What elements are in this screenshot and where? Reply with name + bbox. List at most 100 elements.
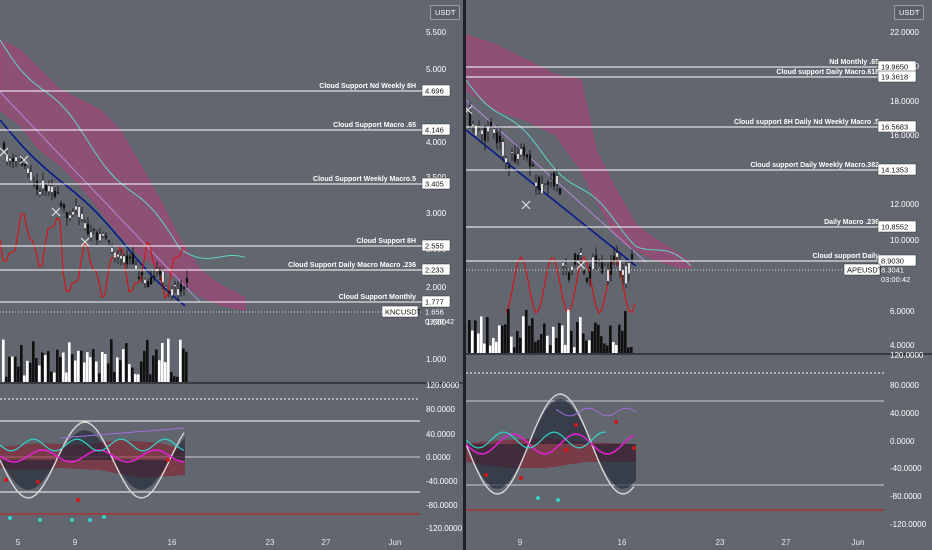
candlestick-series xyxy=(468,101,634,289)
candle-body xyxy=(176,288,180,296)
candle-body xyxy=(489,121,493,127)
volume-bar xyxy=(2,339,5,382)
moving-average-line xyxy=(0,39,246,260)
last-price: 1.656 xyxy=(425,308,444,317)
volume-bar xyxy=(23,375,26,382)
volume-bar xyxy=(8,356,11,382)
support-level-label: Cloud support 8H Daily Nd Weekly Macro .… xyxy=(734,119,879,126)
price-tag-value: 2.233 xyxy=(425,266,444,275)
volume-bar xyxy=(95,361,98,382)
price-tag-box xyxy=(421,177,451,190)
candle-body xyxy=(44,183,48,191)
volume-bar xyxy=(44,355,47,382)
candle-body xyxy=(486,126,490,132)
support-level-label: Cloud Support Nd Weekly 8H xyxy=(319,83,416,90)
volume-bar xyxy=(576,321,579,353)
volume-bar xyxy=(516,330,519,353)
volume-bar xyxy=(486,317,489,353)
volume-bar xyxy=(170,372,173,382)
volume-bar xyxy=(173,376,176,382)
volume-bar xyxy=(146,339,149,382)
support-level-label: Cloud Support Monthly xyxy=(339,294,416,301)
symbol-tag-box xyxy=(381,305,419,318)
symbol-name: KNCUSDT xyxy=(385,308,422,317)
volume-bar xyxy=(624,311,627,353)
oscillator-signal-dot xyxy=(564,448,568,452)
candle-body xyxy=(173,284,177,287)
volume-bar xyxy=(77,350,80,382)
candle-body xyxy=(152,275,156,279)
candle-body xyxy=(77,206,81,218)
volume-bar xyxy=(56,349,59,382)
signal-cross-marker xyxy=(51,207,61,217)
candle-body xyxy=(600,262,604,273)
candle-body xyxy=(143,279,147,284)
signal-cross-marker xyxy=(19,155,29,165)
right-chart-pane[interactable]: 22.000020.000018.000016.000012.000010.00… xyxy=(466,0,932,550)
currency-badge[interactable]: USDT xyxy=(430,5,461,20)
price-tag-value: 4.696 xyxy=(425,87,444,96)
candle-body xyxy=(555,175,559,185)
candle-body xyxy=(594,255,598,264)
ichimoku-cloud xyxy=(466,34,692,269)
signal-cross-marker xyxy=(466,105,473,115)
support-level-label: Cloud Support Macro .65 xyxy=(333,122,416,129)
candle-body xyxy=(513,154,517,162)
candle-body xyxy=(2,142,6,150)
volume-bar xyxy=(588,340,591,353)
volume-bar xyxy=(140,361,143,382)
volume-bar xyxy=(104,354,107,382)
countdown-timer: 03:00:42 xyxy=(881,275,910,284)
volume-bar xyxy=(122,349,125,382)
candle-body xyxy=(609,261,613,275)
currency-badge[interactable]: USDT xyxy=(894,5,925,20)
volume-bar xyxy=(158,360,161,382)
support-level-label: Daily Macro .236 xyxy=(824,219,879,226)
volume-bar xyxy=(570,330,573,353)
candle-body xyxy=(119,255,123,259)
pane-divider[interactable] xyxy=(463,0,466,550)
oscillator-scale-label: -40.0000 xyxy=(890,464,922,473)
volume-bar xyxy=(498,325,501,353)
candle-body xyxy=(624,265,628,285)
candle-body xyxy=(549,180,553,182)
candle-body xyxy=(585,277,589,282)
price-scale-label: 10.0000 xyxy=(890,236,919,245)
oscillator-wave-line xyxy=(466,393,635,495)
volume-series xyxy=(2,338,188,382)
candle-body xyxy=(504,157,508,163)
countdown-timer: 03:00:42 xyxy=(425,317,454,326)
volume-bar xyxy=(143,350,146,382)
candle-body xyxy=(170,288,174,296)
oscillator-signal-dot xyxy=(102,515,106,519)
oscillator-scale-label: -120.0000 xyxy=(890,520,927,529)
oscillator-signal-dot xyxy=(8,516,12,520)
candle-body xyxy=(182,286,186,289)
volume-bar xyxy=(471,330,474,353)
price-scale-label: 22.0000 xyxy=(890,28,919,37)
volume-bar xyxy=(483,343,486,353)
left-chart-canvas[interactable]: 5.5005.0004.0003.5003.0002.5002.0001.500… xyxy=(0,0,463,550)
volume-bar xyxy=(47,351,50,382)
oscillator-magenta-line xyxy=(466,433,635,455)
candle-body xyxy=(83,222,87,229)
volume-bar xyxy=(83,362,86,382)
volume-bar xyxy=(53,372,56,382)
volume-bar xyxy=(176,376,179,382)
price-scale-label: 3.500 xyxy=(426,173,447,182)
oscillator-signal-dot xyxy=(556,498,560,502)
price-tag-value: 8.9030 xyxy=(881,257,904,266)
left-chart-pane[interactable]: 5.5005.0004.0003.5003.0002.5002.0001.500… xyxy=(0,0,463,550)
date-axis-label: 16 xyxy=(168,538,177,547)
volume-bar xyxy=(492,337,495,353)
volume-bar xyxy=(609,325,612,353)
right-chart-canvas[interactable]: 22.000020.000018.000016.000012.000010.00… xyxy=(466,0,932,550)
volume-bar xyxy=(167,338,170,382)
candle-body xyxy=(125,255,129,265)
volume-bar xyxy=(101,351,104,382)
price-scale-label: 5.500 xyxy=(426,28,447,37)
candle-body xyxy=(131,253,135,265)
volume-bar xyxy=(621,330,624,353)
candle-body xyxy=(80,213,84,220)
volume-bar xyxy=(561,325,564,353)
